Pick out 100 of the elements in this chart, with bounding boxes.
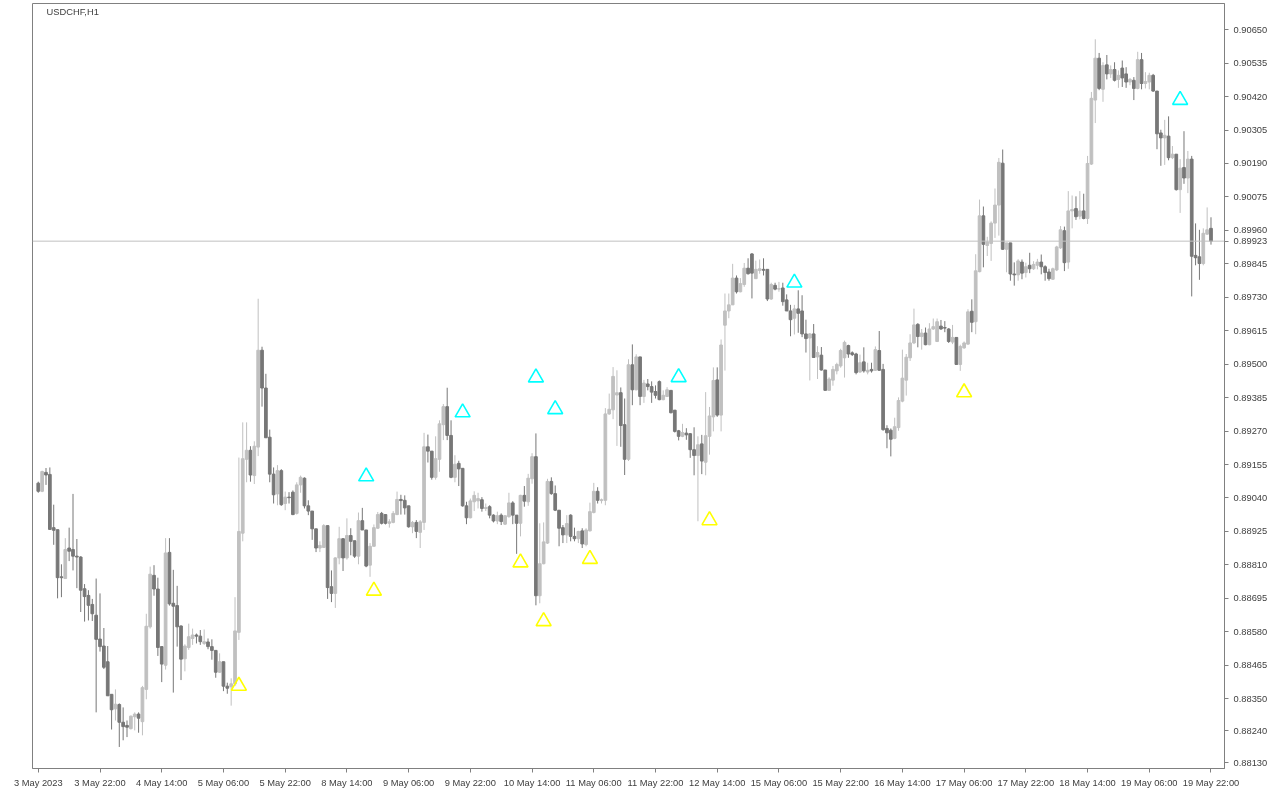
candlestick	[861, 346, 866, 374]
y-tick-label: 0.88240	[1233, 725, 1268, 736]
x-tick-label: 15 May 22:00	[812, 777, 869, 788]
x-tick-label: 3 May 22:00	[74, 777, 126, 788]
candlestick	[476, 492, 480, 509]
candlestick	[792, 304, 797, 336]
y-tick-label: 0.89960	[1233, 225, 1268, 236]
candlestick	[746, 257, 750, 276]
point	[454, 403, 471, 418]
candlestick	[615, 369, 619, 447]
candlestick	[807, 332, 812, 381]
y-tick-label: 0.88695	[1233, 593, 1268, 604]
candlestick	[939, 319, 943, 331]
candlestick	[510, 500, 515, 525]
point	[1171, 90, 1189, 106]
candlestick	[692, 426, 696, 476]
candlestick	[750, 252, 754, 299]
x-tick-label: 11 May 06:00	[565, 777, 622, 788]
x-tick-label: 5 May 22:00	[259, 777, 311, 788]
y-tick-label: 0.89730	[1233, 292, 1268, 303]
y-tick-label: 0.89845	[1233, 258, 1268, 269]
y-tick-label: 0.90305	[1233, 125, 1268, 136]
candlestick	[1016, 258, 1020, 282]
candlestick	[858, 354, 862, 374]
candlestick	[1209, 216, 1213, 246]
point	[365, 581, 383, 596]
candlestick	[753, 260, 758, 280]
point	[535, 611, 552, 627]
candlestick	[1186, 150, 1190, 194]
y-tick-label: 0.89385	[1233, 392, 1268, 403]
candlestick	[291, 489, 295, 516]
point	[955, 382, 973, 398]
candlestick	[341, 537, 345, 572]
candlestick	[642, 379, 646, 404]
y-tick-label: 0.90650	[1233, 24, 1268, 35]
y-tick-label: 0.89040	[1233, 492, 1268, 503]
x-tick-label: 3 May 2023	[13, 777, 63, 788]
x-tick-label: 17 May 06:00	[935, 777, 993, 788]
y-tick-label: 0.88130	[1233, 757, 1268, 768]
point	[512, 553, 529, 568]
x-tick-label: 8 May 14:00	[321, 777, 373, 788]
candlestick	[958, 344, 963, 372]
candlestick	[414, 519, 419, 539]
point	[527, 368, 545, 383]
x-tick-label: 19 May 22:00	[1182, 777, 1240, 788]
candlestick	[1101, 61, 1105, 103]
candlestick	[796, 289, 801, 334]
candlestick	[888, 427, 893, 457]
y-tick-label: 0.89615	[1233, 325, 1268, 336]
x-tick-label: 9 May 22:00	[444, 777, 497, 788]
x-tick-label: 12 May 14:00	[688, 777, 746, 788]
point	[670, 367, 687, 383]
candlestick	[742, 262, 747, 288]
x-tick-label: 10 May 14:00	[503, 777, 561, 788]
point	[581, 549, 599, 565]
y-tick-label: 0.88580	[1233, 626, 1268, 637]
x-tick-label: 19 May 06:00	[1121, 777, 1178, 788]
point	[357, 467, 375, 482]
y-tick-label: 0.90420	[1233, 91, 1268, 102]
candlestick	[919, 328, 924, 351]
candlestick	[399, 494, 403, 516]
x-tick-label: 11 May 22:00	[627, 777, 684, 788]
candlestick	[564, 514, 569, 544]
candlestick	[522, 485, 527, 508]
ref-line-label: 0.89923	[1233, 236, 1268, 247]
candlestick	[1162, 119, 1167, 166]
candlestick	[831, 365, 835, 387]
y-tick-label: 0.89270	[1233, 426, 1268, 437]
candlestick	[113, 688, 118, 722]
candlestick	[580, 527, 585, 549]
y-tick-label: 0.89155	[1233, 459, 1268, 470]
candlestick	[348, 527, 353, 556]
candlestick	[969, 298, 974, 333]
point	[546, 399, 564, 415]
candlestick	[915, 322, 920, 348]
candlestick	[1178, 158, 1182, 214]
candlestick	[1077, 190, 1082, 220]
candlestick	[1020, 258, 1024, 280]
candlestick	[1081, 193, 1086, 220]
x-tick-label: 18 May 14:00	[1059, 777, 1116, 788]
y-tick-label: 0.90535	[1233, 58, 1268, 69]
x-tick-label: 5 May 06:00	[197, 777, 250, 788]
x-tick-label: 4 May 14:00	[136, 777, 188, 788]
y-tick-label: 0.89500	[1233, 359, 1268, 370]
candlestick	[699, 434, 704, 475]
x-tick-label: 16 May 14:00	[874, 777, 931, 788]
candlestick	[777, 281, 781, 293]
candlestick	[1132, 76, 1136, 101]
candlestick	[1074, 195, 1078, 221]
y-tick-label: 0.88350	[1233, 693, 1268, 704]
point	[786, 273, 803, 288]
candlestick	[117, 702, 122, 748]
candlestick	[811, 323, 816, 358]
point	[701, 510, 718, 526]
x-tick-label: 9 May 06:00	[382, 777, 435, 788]
point	[230, 676, 248, 692]
candlestick	[1182, 130, 1186, 185]
x-tick-label: 15 May 06:00	[750, 777, 808, 788]
x-tick-label: 17 May 22:00	[997, 777, 1055, 788]
candlestick	[696, 435, 700, 522]
